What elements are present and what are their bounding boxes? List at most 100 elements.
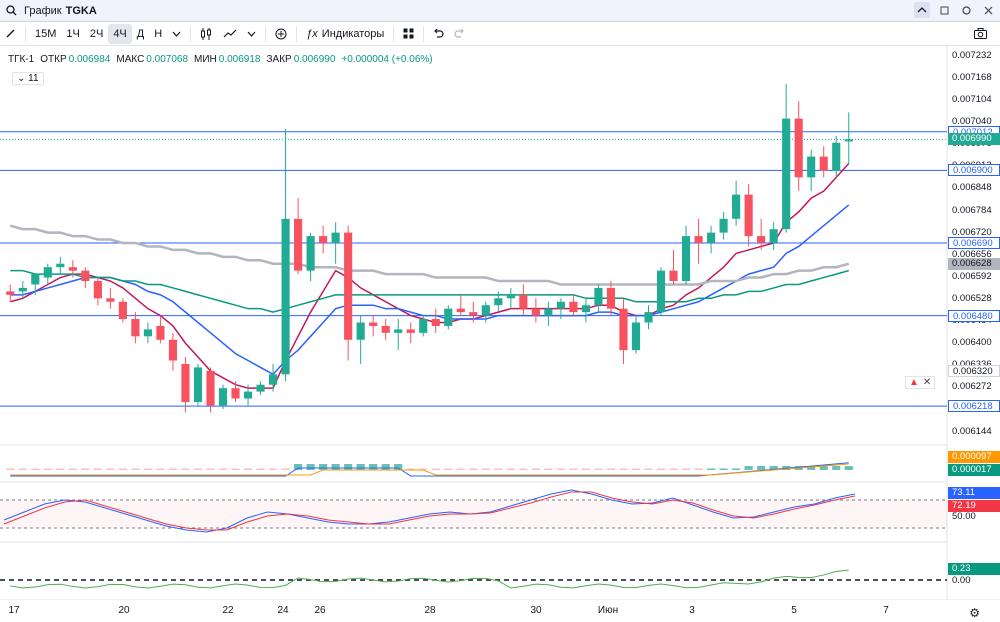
candle-body bbox=[481, 305, 490, 316]
candle bbox=[369, 315, 378, 337]
macd-histogram-bar bbox=[506, 468, 515, 470]
price-tick-label: 0.006592 bbox=[952, 270, 992, 282]
candle-body bbox=[644, 312, 653, 323]
candle bbox=[18, 281, 27, 299]
alert-bell-icon[interactable]: ▲ bbox=[909, 377, 919, 388]
candle bbox=[43, 263, 52, 285]
candle-body bbox=[43, 267, 52, 278]
oscillator-line bbox=[10, 569, 849, 589]
macd-signal-line bbox=[10, 463, 849, 476]
candle-body bbox=[168, 339, 178, 361]
candle bbox=[281, 128, 290, 382]
candle bbox=[782, 84, 791, 233]
price-tag-line: 0.006690 bbox=[948, 237, 1000, 249]
chevron-down-icon[interactable] bbox=[167, 24, 186, 44]
interval-week[interactable]: Н bbox=[154, 27, 163, 40]
macd-histogram-bar bbox=[832, 466, 841, 470]
indicators-button[interactable]: ƒx Индикаторы bbox=[301, 24, 389, 44]
maximize-icon[interactable] bbox=[936, 2, 952, 18]
candle bbox=[757, 218, 766, 250]
interval-15m[interactable]: 15М bbox=[35, 27, 57, 40]
gear-icon[interactable]: ⚙ bbox=[969, 606, 980, 620]
price-tick-label: 0.006272 bbox=[952, 381, 992, 393]
candle bbox=[118, 298, 127, 323]
title-bar: График TGKA bbox=[0, 0, 1000, 22]
camera-icon[interactable] bbox=[969, 24, 992, 44]
candle-body bbox=[631, 322, 641, 351]
candle bbox=[832, 135, 841, 178]
price-tag-line: 0.006218 bbox=[948, 400, 1000, 413]
price-tick-label: 0.006400 bbox=[952, 337, 992, 349]
candle-body bbox=[594, 287, 603, 306]
macd-histogram-bar bbox=[419, 468, 428, 470]
chevron-down-icon[interactable] bbox=[242, 24, 261, 44]
layout-grid-icon[interactable] bbox=[398, 24, 419, 44]
close-icon[interactable] bbox=[980, 2, 996, 18]
price-chart[interactable] bbox=[0, 0, 1000, 600]
add-plus-icon[interactable] bbox=[270, 24, 292, 44]
candle-body bbox=[218, 388, 228, 406]
undo-icon[interactable] bbox=[428, 24, 449, 44]
price-tick-label: 0.006144 bbox=[952, 425, 992, 437]
candle bbox=[456, 294, 465, 316]
price-tick-label: 0.007232 bbox=[952, 49, 992, 61]
candle bbox=[769, 222, 778, 250]
stochastic-pane bbox=[0, 489, 947, 533]
interval-4h[interactable]: 4Ч bbox=[108, 23, 132, 44]
price-tick-label: 0.006784 bbox=[952, 204, 992, 216]
interval-2h[interactable]: 2Ч bbox=[89, 27, 104, 40]
macd-histogram-bar bbox=[118, 468, 127, 470]
macd-histogram-bar bbox=[519, 468, 528, 470]
indicator-count-toggle[interactable]: ⌄ 11 bbox=[12, 72, 44, 85]
macd-histogram-bar bbox=[243, 468, 253, 470]
candle-body bbox=[444, 308, 453, 326]
search-icon[interactable] bbox=[0, 0, 22, 22]
candle bbox=[469, 301, 478, 323]
macd-histogram-bar bbox=[769, 466, 778, 470]
time-tick-label: 20 bbox=[118, 605, 130, 616]
window-title-symbol[interactable]: TGKA bbox=[65, 4, 97, 17]
candle bbox=[68, 260, 77, 278]
candle-body bbox=[193, 367, 203, 402]
macd-histogram-bar bbox=[531, 468, 540, 470]
pencil-icon[interactable] bbox=[0, 24, 21, 44]
chevron-up-icon[interactable] bbox=[914, 2, 930, 18]
macd-histogram-bar bbox=[719, 468, 728, 470]
macd-histogram-bar bbox=[456, 468, 465, 470]
candle-body bbox=[306, 236, 315, 271]
legend-close: 0.006990 bbox=[293, 54, 336, 65]
time-tick-label: 28 bbox=[424, 605, 436, 616]
candle-body bbox=[331, 232, 340, 243]
candle-body bbox=[769, 229, 778, 243]
candle-body bbox=[681, 236, 691, 282]
moving-average-line bbox=[9, 224, 850, 286]
price-tick-label: 0.006720 bbox=[952, 226, 992, 238]
interval-day[interactable]: Д bbox=[136, 27, 145, 40]
indicator-value-tag: 72.19 bbox=[948, 500, 1000, 512]
time-tick-label: 7 bbox=[883, 605, 889, 616]
candle-body bbox=[156, 325, 165, 340]
redo-icon[interactable] bbox=[449, 24, 470, 44]
candle-body bbox=[694, 236, 703, 243]
macd-histogram-bar bbox=[231, 468, 240, 470]
indicator-value-tag: 0.000017 bbox=[948, 464, 1000, 476]
macd-histogram-bar bbox=[168, 468, 178, 470]
candles-icon[interactable] bbox=[195, 24, 218, 44]
candle-body bbox=[732, 194, 741, 219]
legend-symbol[interactable]: ТГК-1 bbox=[8, 54, 35, 65]
price-tick-label: 0.007104 bbox=[952, 93, 992, 105]
candle-body bbox=[356, 322, 365, 340]
interval-1h[interactable]: 1Ч bbox=[66, 27, 80, 40]
toolbar-divider bbox=[423, 25, 425, 42]
macd-histogram-bar bbox=[306, 464, 315, 470]
candle-body bbox=[118, 301, 127, 320]
macd-histogram-bar bbox=[331, 464, 340, 470]
close-icon[interactable]: ✕ bbox=[922, 377, 932, 388]
price-tick-label: 0.006528 bbox=[952, 292, 992, 304]
macd-histogram-bar bbox=[93, 468, 102, 470]
options-icon[interactable] bbox=[958, 2, 974, 18]
candle bbox=[93, 277, 102, 306]
macd-histogram-bar bbox=[268, 468, 278, 470]
line-chart-icon[interactable] bbox=[218, 24, 242, 44]
candle-body bbox=[469, 312, 478, 316]
